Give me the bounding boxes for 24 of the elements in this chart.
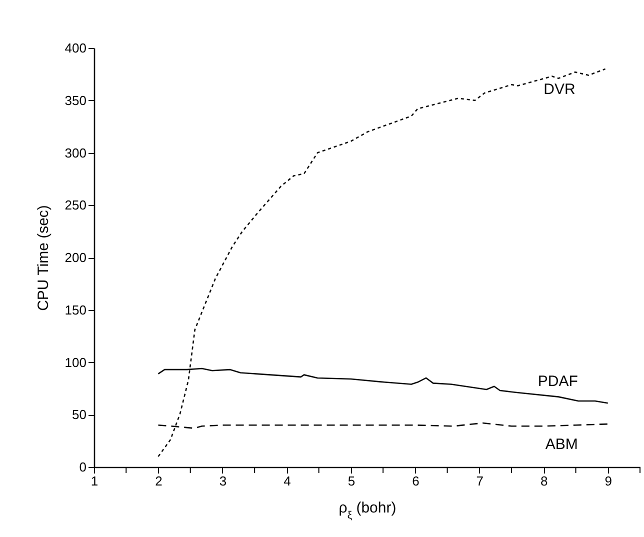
x-tick-label: 7 <box>476 474 484 488</box>
x-tick-label: 2 <box>155 474 162 488</box>
x-tick-label: 8 <box>540 474 548 488</box>
series-label: DVR <box>544 80 576 98</box>
y-tick-label: 350 <box>64 92 86 108</box>
x-tick-label: 5 <box>348 474 356 488</box>
y-tick-label: 0 <box>79 460 86 474</box>
y-tick-label: 400 <box>64 40 86 56</box>
y-tick-label: 100 <box>64 354 86 370</box>
x-tick-label: 1 <box>90 474 98 488</box>
y-tick-label: 50 <box>72 407 86 422</box>
y-tick-label: 300 <box>64 145 86 160</box>
y-tick-label: 200 <box>64 250 86 265</box>
line-series <box>158 68 606 458</box>
y-tick-label: 150 <box>64 302 86 318</box>
x-tick-label: 9 <box>604 474 612 488</box>
y-tick-label: 250 <box>64 198 86 213</box>
x-tick-label: 6 <box>412 474 420 488</box>
series-label: PDAF <box>538 373 578 390</box>
series-label: ABM <box>545 436 578 454</box>
x-tick-label: 3 <box>219 474 227 488</box>
x-tick-label: 4 <box>284 474 291 488</box>
x-axis-title: ρ$_{ξ}$ (bohr) <box>338 500 396 522</box>
y-axis-title: CPU Time (sec) <box>34 205 52 311</box>
